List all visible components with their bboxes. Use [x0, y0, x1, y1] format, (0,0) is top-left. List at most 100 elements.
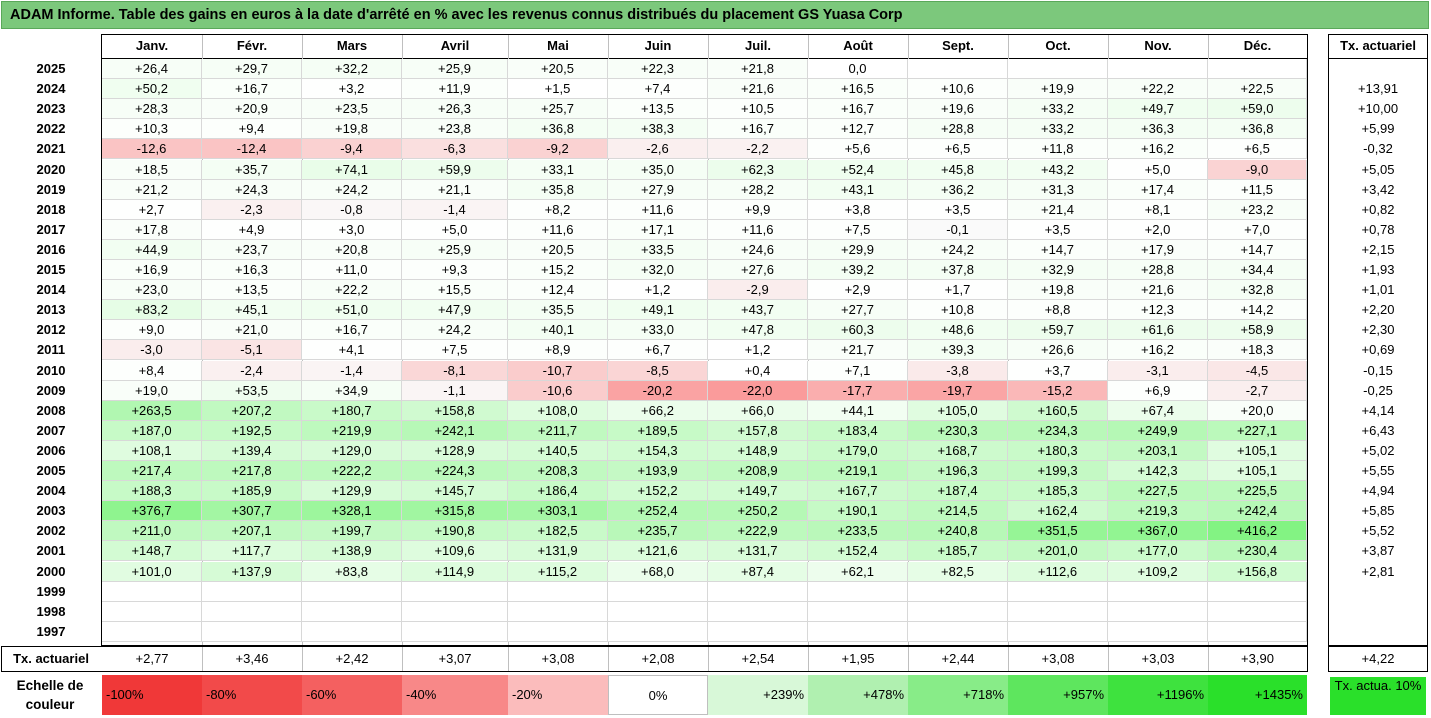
table-cell: +249,9	[1108, 420, 1208, 441]
year-label: 2024	[36, 81, 66, 97]
table-cell: +7,1	[808, 360, 908, 381]
month-header-6: Juil.	[744, 38, 771, 53]
table-cell: +12,4	[508, 280, 608, 301]
table-cell	[608, 601, 708, 622]
table-cell: +28,3	[102, 99, 202, 120]
table-cell	[908, 621, 1008, 642]
table-cell: +24,2	[908, 239, 1008, 260]
table-cell: +28,8	[908, 119, 1008, 140]
table-cell: +140,5	[508, 440, 608, 461]
table-cell: +19,9	[1008, 79, 1108, 100]
table-cell: +152,4	[808, 541, 908, 562]
table-cell: +227,1	[1208, 420, 1307, 441]
table-cell: +44,1	[808, 400, 908, 421]
table-cell: +3,2	[302, 79, 402, 100]
table-cell: +20,9	[202, 99, 302, 120]
table-cell	[608, 581, 708, 602]
table-cell: +108,1	[102, 440, 202, 461]
table-cell: +190,1	[808, 501, 908, 522]
total-rate-frame	[1328, 646, 1428, 672]
table-cell: +112,6	[1008, 561, 1108, 582]
table-cell: +38,3	[608, 119, 708, 140]
table-cell: +219,1	[808, 461, 908, 482]
rate-cell	[1330, 59, 1426, 79]
table-cell: +201,0	[1008, 541, 1108, 562]
table-cell: +44,9	[102, 239, 202, 260]
table-cell: +1,7	[908, 280, 1008, 301]
table-cell: +182,5	[508, 521, 608, 542]
total-rate-cell: +4,22	[1361, 651, 1395, 666]
table-cell: +15,2	[508, 260, 608, 281]
table-cell: -6,3	[402, 139, 508, 160]
table-cell: +23,7	[202, 239, 302, 260]
table-cell: +230,3	[908, 420, 1008, 441]
table-cell: +148,9	[708, 440, 808, 461]
year-label: 2007	[36, 422, 66, 438]
table-cell: +25,7	[508, 99, 608, 120]
table-cell	[708, 621, 808, 642]
table-cell: +177,0	[1108, 541, 1208, 562]
year-label: 2023	[36, 101, 66, 117]
year-label: 2011	[36, 342, 66, 358]
table-cell: +19,8	[302, 119, 402, 140]
table-cell: +6,9	[1108, 380, 1208, 401]
table-cell: +87,4	[708, 561, 808, 582]
table-cell: +156,8	[1208, 561, 1307, 582]
table-cell: +32,0	[608, 260, 708, 281]
year-label: 2010	[36, 362, 66, 378]
table-cell: +3,8	[808, 199, 908, 220]
legend-swatch: +718%	[908, 675, 1008, 715]
total-label: Tx. actuariel	[13, 651, 89, 666]
total-cell: +2,08	[641, 651, 675, 666]
month-header-2: Mars	[336, 38, 368, 53]
table-cell: +7,0	[1208, 219, 1307, 240]
table-cell	[1208, 621, 1307, 642]
month-header-11: Déc.	[1243, 38, 1272, 53]
total-column-divider	[608, 647, 609, 671]
table-cell: +29,9	[808, 239, 908, 260]
total-cell: +2,54	[741, 651, 775, 666]
table-cell: +31,3	[1008, 179, 1108, 200]
table-cell: +242,1	[402, 420, 508, 441]
table-cell: -0,8	[302, 199, 402, 220]
table-cell: +219,9	[302, 420, 402, 441]
table-cell: +307,7	[202, 501, 302, 522]
rate-cell	[1330, 582, 1426, 602]
table-cell: +23,5	[302, 99, 402, 120]
legend-swatch: -40%	[402, 675, 508, 715]
table-cell	[608, 621, 708, 642]
table-cell: +40,1	[508, 320, 608, 341]
table-cell	[1208, 601, 1307, 622]
table-cell	[102, 601, 202, 622]
table-cell: +35,5	[508, 300, 608, 321]
table-cell: +328,1	[302, 501, 402, 522]
table-cell: +4,1	[302, 340, 402, 361]
totals-frame	[1, 646, 1308, 672]
legend-swatch: -20%	[508, 675, 608, 715]
table-cell: +52,4	[808, 159, 908, 180]
table-cell: +7,5	[402, 340, 508, 361]
table-cell: +158,8	[402, 400, 508, 421]
table-cell: +101,0	[102, 561, 202, 582]
year-label: 2025	[36, 61, 66, 76]
table-cell: +263,5	[102, 400, 202, 421]
table-cell: +180,3	[1008, 440, 1108, 461]
table-cell: -1,1	[402, 380, 508, 401]
legend-rate-cell: Tx. actua. 10%	[1330, 677, 1426, 715]
table-cell: +24,6	[708, 239, 808, 260]
table-cell: -2,9	[708, 280, 808, 301]
table-cell: +105,0	[908, 400, 1008, 421]
table-cell: +234,3	[1008, 420, 1108, 441]
rate-cell: +2,81	[1361, 563, 1395, 579]
month-header-10: Nov.	[1144, 38, 1172, 53]
legend-swatch: +957%	[1008, 675, 1108, 715]
table-cell	[202, 581, 302, 602]
table-cell: +59,7	[1008, 320, 1108, 341]
table-cell: +22,5	[1208, 79, 1307, 100]
year-label: 2014	[36, 282, 66, 298]
table-cell: +2,0	[1108, 219, 1208, 240]
table-cell: +222,2	[302, 461, 402, 482]
total-column-divider	[1208, 647, 1209, 671]
table-cell	[1008, 59, 1108, 80]
table-cell: +2,7	[102, 199, 202, 220]
